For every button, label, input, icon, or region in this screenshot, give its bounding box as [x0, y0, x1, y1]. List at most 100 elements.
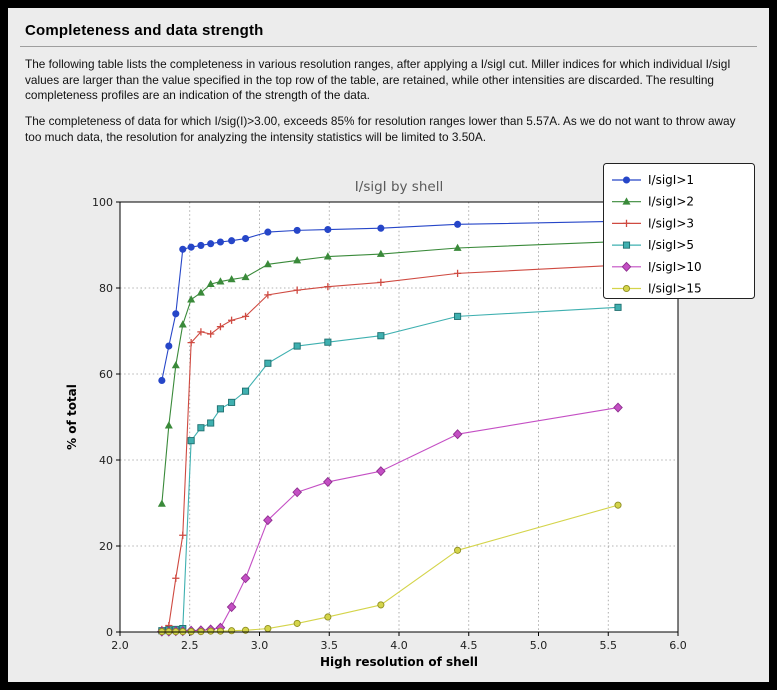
marker: [622, 241, 631, 250]
completeness-chart: 2.0 2.5 3.0 3.5 4.0 4.5 5.0 5.5 6.0 0 20 40 60 80 100 I…: [8, 157, 769, 677]
marker: [216, 277, 225, 285]
y-tick-label: 60: [99, 368, 113, 381]
intro-paragraph: The following table lists the completene…: [25, 57, 731, 103]
marker: [377, 279, 385, 287]
marker: [240, 573, 251, 584]
series-line-i-sigi-3: [161, 265, 619, 631]
cutoff-paragraph: The completeness of data for which I/sig…: [25, 114, 736, 144]
marker: [614, 502, 622, 510]
legend-item: I/sigI>15: [612, 282, 702, 296]
marker: [614, 304, 622, 312]
legend-label: I/sigI>15: [648, 282, 702, 296]
marker: [454, 221, 462, 229]
marker: [241, 273, 250, 281]
legend-item: I/sigI>5: [612, 239, 694, 253]
marker: [172, 310, 180, 318]
marker: [178, 320, 187, 328]
marker: [324, 226, 332, 234]
marker: [196, 288, 205, 297]
marker: [187, 295, 196, 303]
series-i-sigi-1: [158, 218, 622, 385]
plot-area: [120, 202, 678, 633]
x-tick-label: 3.0: [251, 639, 269, 652]
x-tick-label: 3.5: [321, 639, 339, 652]
marker: [216, 323, 225, 331]
marker: [227, 275, 236, 283]
chart-title: I/sigI by shell: [355, 179, 443, 195]
marker: [228, 317, 236, 325]
marker: [197, 424, 205, 432]
x-tick-label: 4.5: [460, 639, 478, 652]
marker: [207, 240, 215, 248]
series-line-i-sigi-1: [161, 221, 619, 381]
marker: [165, 342, 173, 351]
marker: [452, 429, 463, 440]
marker: [228, 237, 236, 245]
x-tick-label: 5.0: [530, 639, 548, 652]
marker: [453, 244, 462, 252]
marker: [324, 613, 332, 621]
legend-label: I/sigI>10: [648, 260, 702, 274]
x-tick-label: 2.0: [111, 639, 129, 652]
marker: [241, 313, 250, 321]
y-tick-label: 40: [99, 454, 113, 467]
marker: [216, 628, 224, 636]
legend-label: I/sigI>2: [648, 195, 694, 209]
marker: [622, 176, 631, 184]
x-axis-label: High resolution of shell: [320, 655, 478, 669]
marker: [263, 260, 272, 268]
marker: [622, 197, 631, 206]
marker: [293, 256, 302, 264]
marker: [454, 313, 462, 321]
marker: [187, 339, 195, 347]
marker: [179, 246, 187, 254]
series-line-i-sigi-2: [161, 241, 619, 505]
marker: [454, 547, 462, 555]
marker: [621, 262, 632, 273]
marker: [264, 360, 272, 368]
marker: [207, 419, 215, 428]
y-tick-label: 80: [99, 282, 113, 295]
x-tick-label: 2.5: [181, 639, 199, 652]
report-page: Completeness and data strength The follo…: [8, 8, 769, 682]
legend-label: I/sigI>1: [648, 173, 694, 187]
legend-label: I/sigI>5: [648, 239, 694, 253]
series-i-sigi-2: [157, 237, 623, 508]
marker: [376, 250, 385, 258]
axis-ticks: 2.0 2.5 3.0 3.5 4.0 4.5 5.0 5.5 6.0 0 20 40 60 80 100: [92, 196, 687, 652]
marker: [187, 244, 195, 252]
marker: [293, 227, 301, 235]
marker: [324, 283, 332, 291]
marker: [171, 361, 180, 369]
marker: [187, 437, 195, 445]
marker: [207, 628, 215, 636]
legend: I/sigI>1 I/sigI>2 I/sigI>3 I/sigI>5 I/sigI>1…: [603, 163, 755, 300]
marker: [158, 377, 166, 385]
marker: [264, 625, 272, 633]
marker: [264, 228, 272, 237]
marker: [613, 402, 623, 414]
page-title: Completeness and data strength: [25, 22, 264, 39]
marker: [197, 242, 205, 250]
marker: [216, 238, 224, 246]
marker: [323, 477, 333, 488]
legend-item: I/sigI>1: [612, 173, 694, 187]
marker: [377, 225, 385, 233]
marker: [228, 627, 236, 635]
marker: [241, 235, 250, 243]
marker: [293, 286, 301, 295]
marker: [292, 487, 302, 498]
title-divider: [20, 46, 757, 47]
marker: [263, 515, 273, 526]
marker: [622, 285, 631, 293]
marker: [228, 399, 236, 407]
marker: [293, 620, 301, 628]
gridlines: [120, 202, 678, 633]
legend-item: I/sigI>2: [612, 195, 694, 209]
y-tick-label: 100: [92, 196, 113, 209]
marker: [376, 466, 386, 477]
marker: [377, 601, 385, 609]
marker: [622, 220, 631, 228]
marker: [216, 405, 224, 413]
marker: [157, 499, 166, 508]
